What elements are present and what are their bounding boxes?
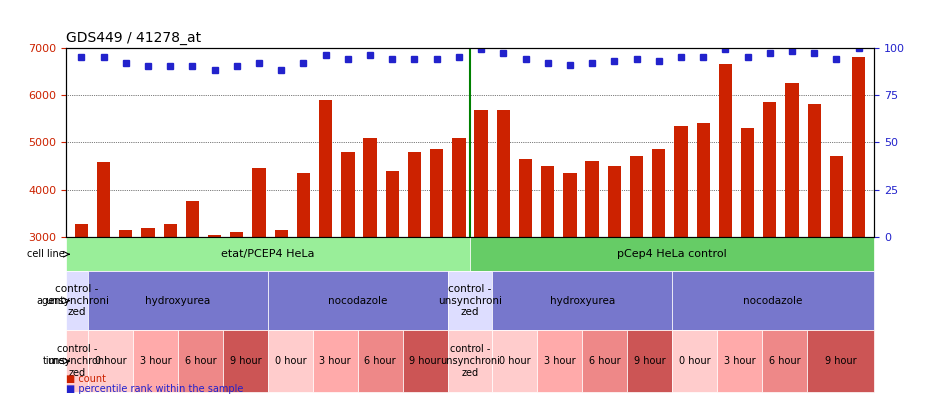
Bar xyxy=(452,137,465,237)
FancyBboxPatch shape xyxy=(807,330,874,392)
FancyBboxPatch shape xyxy=(223,330,268,392)
FancyBboxPatch shape xyxy=(313,330,358,392)
Bar xyxy=(741,128,754,237)
Text: 9 hour: 9 hour xyxy=(634,356,666,366)
Text: 0 hour: 0 hour xyxy=(679,356,711,366)
FancyBboxPatch shape xyxy=(538,330,582,392)
Text: control -
unsynchroni
zed: control - unsynchroni zed xyxy=(45,284,109,317)
FancyBboxPatch shape xyxy=(447,330,493,392)
Text: 6 hour: 6 hour xyxy=(589,356,620,366)
Bar xyxy=(830,156,843,237)
Text: 3 hour: 3 hour xyxy=(320,356,351,366)
Text: control -
unsynchroni
zed: control - unsynchroni zed xyxy=(47,345,107,378)
Bar xyxy=(630,156,643,237)
Text: 9 hour: 9 hour xyxy=(824,356,856,366)
FancyBboxPatch shape xyxy=(402,330,447,392)
FancyBboxPatch shape xyxy=(66,237,470,272)
Bar xyxy=(652,149,666,237)
Text: 9 hour: 9 hour xyxy=(229,356,261,366)
Bar xyxy=(697,123,710,237)
Bar xyxy=(230,232,243,237)
FancyBboxPatch shape xyxy=(66,272,88,330)
FancyBboxPatch shape xyxy=(66,330,88,392)
FancyBboxPatch shape xyxy=(447,272,493,330)
Bar xyxy=(563,173,576,237)
Bar xyxy=(475,110,488,237)
Text: agent: agent xyxy=(37,296,65,306)
FancyBboxPatch shape xyxy=(493,330,538,392)
Text: 6 hour: 6 hour xyxy=(769,356,800,366)
Bar xyxy=(208,235,221,237)
FancyBboxPatch shape xyxy=(762,330,807,392)
Text: 3 hour: 3 hour xyxy=(140,356,171,366)
Bar xyxy=(186,202,199,237)
Text: control -
unsynchroni
zed: control - unsynchroni zed xyxy=(438,284,502,317)
Bar xyxy=(364,137,377,237)
Bar xyxy=(807,105,821,237)
FancyBboxPatch shape xyxy=(582,330,627,392)
Bar xyxy=(97,162,110,237)
Text: nocodazole: nocodazole xyxy=(744,296,803,306)
Text: ■ count: ■ count xyxy=(66,374,106,384)
Bar xyxy=(674,126,688,237)
Text: pCep4 HeLa control: pCep4 HeLa control xyxy=(618,249,727,259)
Text: etat/PCEP4 HeLa: etat/PCEP4 HeLa xyxy=(221,249,315,259)
Text: GDS449 / 41278_at: GDS449 / 41278_at xyxy=(66,31,201,45)
Text: cell line: cell line xyxy=(27,249,65,259)
FancyBboxPatch shape xyxy=(268,330,313,392)
Bar xyxy=(586,161,599,237)
Bar xyxy=(719,64,732,237)
Bar xyxy=(385,171,399,237)
Text: 3 hour: 3 hour xyxy=(544,356,575,366)
FancyBboxPatch shape xyxy=(178,330,223,392)
Bar xyxy=(319,100,333,237)
FancyBboxPatch shape xyxy=(717,330,762,392)
Text: 6 hour: 6 hour xyxy=(185,356,216,366)
Bar xyxy=(341,152,354,237)
Bar xyxy=(408,152,421,237)
Bar xyxy=(496,110,510,237)
FancyBboxPatch shape xyxy=(627,330,672,392)
FancyBboxPatch shape xyxy=(88,272,268,330)
Text: control -
unsynchroni
zed: control - unsynchroni zed xyxy=(440,345,500,378)
Bar xyxy=(430,149,444,237)
FancyBboxPatch shape xyxy=(133,330,178,392)
Bar xyxy=(119,230,133,237)
Text: 9 hour: 9 hour xyxy=(409,356,441,366)
Bar xyxy=(141,228,155,237)
Bar xyxy=(297,173,310,237)
FancyBboxPatch shape xyxy=(672,272,874,330)
Bar xyxy=(274,230,288,237)
Text: time: time xyxy=(42,356,65,366)
FancyBboxPatch shape xyxy=(672,330,717,392)
Text: hydroxyurea: hydroxyurea xyxy=(550,296,615,306)
Text: 0 hour: 0 hour xyxy=(499,356,531,366)
Text: 0 hour: 0 hour xyxy=(95,356,127,366)
Bar xyxy=(763,102,776,237)
FancyBboxPatch shape xyxy=(493,272,672,330)
Text: 6 hour: 6 hour xyxy=(365,356,396,366)
Bar xyxy=(164,224,177,237)
Text: ■ percentile rank within the sample: ■ percentile rank within the sample xyxy=(66,384,243,394)
Bar xyxy=(852,57,866,237)
Text: nocodazole: nocodazole xyxy=(328,296,387,306)
FancyBboxPatch shape xyxy=(470,237,874,272)
FancyBboxPatch shape xyxy=(268,272,447,330)
Bar xyxy=(252,168,266,237)
Bar xyxy=(74,224,88,237)
Bar xyxy=(785,83,799,237)
FancyBboxPatch shape xyxy=(88,330,133,392)
Text: hydroxyurea: hydroxyurea xyxy=(146,296,211,306)
Text: 0 hour: 0 hour xyxy=(274,356,306,366)
Bar xyxy=(607,166,621,237)
Text: 3 hour: 3 hour xyxy=(724,356,755,366)
Bar xyxy=(519,159,532,237)
FancyBboxPatch shape xyxy=(358,330,402,392)
Bar xyxy=(541,166,555,237)
